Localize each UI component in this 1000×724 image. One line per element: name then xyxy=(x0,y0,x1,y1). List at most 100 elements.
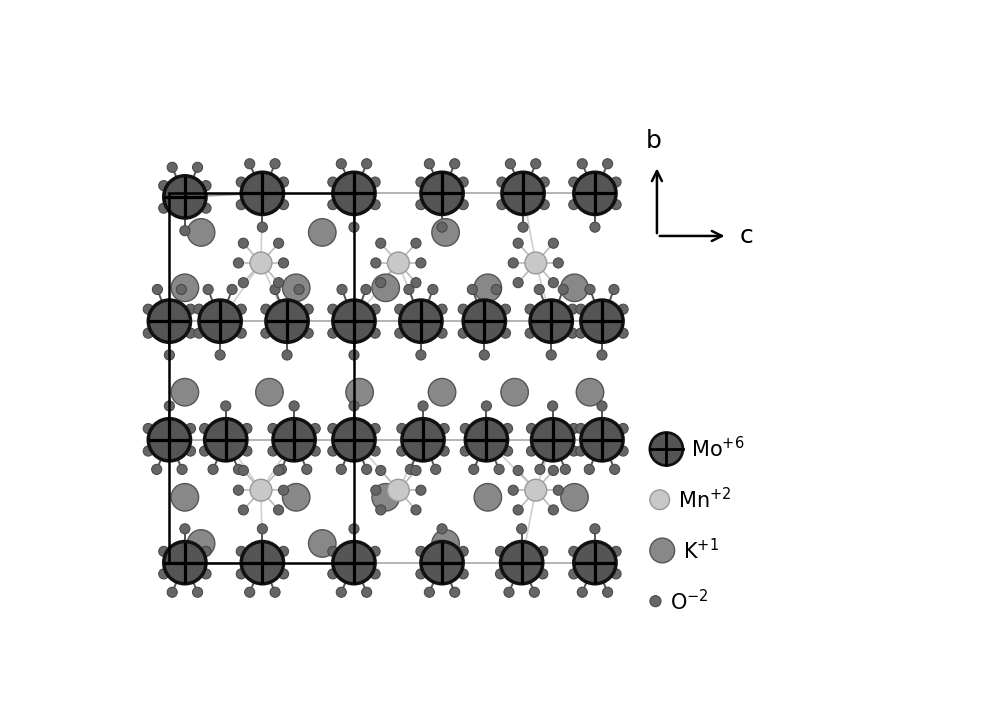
Circle shape xyxy=(439,424,449,434)
Circle shape xyxy=(530,300,572,342)
Circle shape xyxy=(187,530,215,557)
Circle shape xyxy=(278,177,289,187)
Circle shape xyxy=(531,159,541,169)
Circle shape xyxy=(437,328,447,338)
Circle shape xyxy=(372,274,399,301)
Circle shape xyxy=(159,203,169,214)
Circle shape xyxy=(192,162,203,172)
Circle shape xyxy=(242,424,252,434)
Circle shape xyxy=(576,304,586,314)
Circle shape xyxy=(400,300,442,342)
Circle shape xyxy=(569,569,579,579)
Circle shape xyxy=(362,587,372,597)
Circle shape xyxy=(474,484,502,511)
Circle shape xyxy=(201,203,211,214)
Circle shape xyxy=(576,424,586,434)
Bar xyxy=(169,193,354,563)
Circle shape xyxy=(274,238,284,248)
Circle shape xyxy=(432,530,459,557)
Circle shape xyxy=(215,350,225,360)
Circle shape xyxy=(548,505,558,515)
Circle shape xyxy=(405,464,415,474)
Circle shape xyxy=(576,328,586,338)
Circle shape xyxy=(497,200,507,210)
Circle shape xyxy=(590,523,600,534)
Circle shape xyxy=(236,200,246,210)
Circle shape xyxy=(428,285,438,295)
Circle shape xyxy=(567,304,577,314)
Circle shape xyxy=(362,464,372,474)
Circle shape xyxy=(525,252,547,274)
Circle shape xyxy=(187,219,215,246)
Circle shape xyxy=(569,177,579,187)
Circle shape xyxy=(603,587,613,597)
Circle shape xyxy=(328,547,338,557)
Circle shape xyxy=(387,479,409,501)
Circle shape xyxy=(349,222,359,232)
Circle shape xyxy=(333,418,375,461)
Circle shape xyxy=(346,379,373,406)
Circle shape xyxy=(337,285,347,295)
Circle shape xyxy=(276,464,286,474)
Circle shape xyxy=(481,401,492,411)
Circle shape xyxy=(495,569,506,579)
Circle shape xyxy=(236,328,246,338)
Circle shape xyxy=(177,464,187,474)
Circle shape xyxy=(581,418,623,461)
Circle shape xyxy=(370,569,380,579)
Circle shape xyxy=(328,424,338,434)
Circle shape xyxy=(349,350,359,360)
Circle shape xyxy=(176,285,186,295)
Circle shape xyxy=(282,274,310,301)
Circle shape xyxy=(428,379,456,406)
Circle shape xyxy=(361,285,371,295)
Circle shape xyxy=(611,569,621,579)
Circle shape xyxy=(370,200,380,210)
Circle shape xyxy=(421,172,463,214)
Circle shape xyxy=(525,304,535,314)
Circle shape xyxy=(574,172,616,214)
Circle shape xyxy=(500,328,511,338)
Circle shape xyxy=(479,350,489,360)
Circle shape xyxy=(199,300,241,342)
Circle shape xyxy=(611,200,621,210)
Circle shape xyxy=(421,542,463,584)
Circle shape xyxy=(362,159,372,169)
Circle shape xyxy=(437,304,447,314)
Circle shape xyxy=(437,523,447,534)
Circle shape xyxy=(526,446,537,456)
Circle shape xyxy=(458,328,468,338)
Circle shape xyxy=(159,180,169,190)
Circle shape xyxy=(274,277,284,287)
Circle shape xyxy=(185,424,196,434)
Circle shape xyxy=(577,159,587,169)
Circle shape xyxy=(618,328,628,338)
Circle shape xyxy=(437,222,447,232)
Circle shape xyxy=(302,464,312,474)
Circle shape xyxy=(569,547,579,557)
Circle shape xyxy=(148,300,191,342)
Circle shape xyxy=(397,446,407,456)
Circle shape xyxy=(372,484,399,511)
Circle shape xyxy=(504,587,514,597)
Circle shape xyxy=(495,547,506,557)
Circle shape xyxy=(535,464,545,474)
Circle shape xyxy=(402,418,444,461)
Circle shape xyxy=(257,523,267,534)
Circle shape xyxy=(460,446,470,456)
Circle shape xyxy=(553,258,563,268)
Circle shape xyxy=(261,328,271,338)
Circle shape xyxy=(250,252,272,274)
Circle shape xyxy=(508,485,518,495)
Circle shape xyxy=(539,200,549,210)
Circle shape xyxy=(333,172,375,214)
Circle shape xyxy=(180,226,190,236)
Circle shape xyxy=(534,285,544,295)
Circle shape xyxy=(221,401,231,411)
Circle shape xyxy=(424,587,434,597)
Circle shape xyxy=(376,505,386,515)
Circle shape xyxy=(463,300,505,342)
Circle shape xyxy=(309,219,336,246)
Circle shape xyxy=(618,304,628,314)
Circle shape xyxy=(370,424,380,434)
